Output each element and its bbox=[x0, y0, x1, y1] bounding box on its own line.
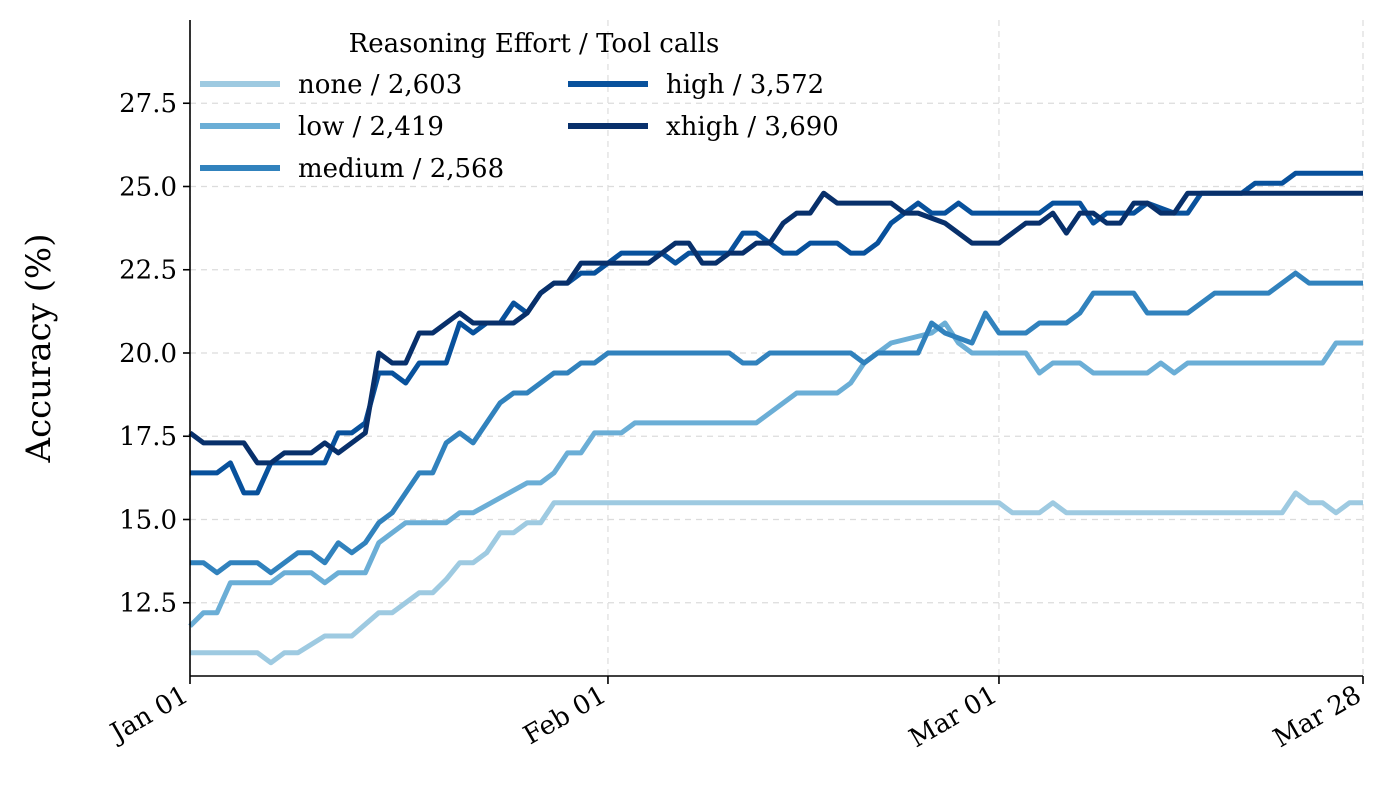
legend-entry: high / 3,572 bbox=[666, 70, 824, 100]
y-tick-label: 25.0 bbox=[119, 172, 177, 202]
series-line-none bbox=[190, 490, 1363, 666]
legend-title: Reasoning Effort / Tool calls bbox=[349, 29, 720, 59]
series-line-low bbox=[188, 320, 1363, 628]
y-axis-label: Accuracy (%) bbox=[19, 234, 59, 464]
legend: Reasoning Effort / Tool calls none / 2,6… bbox=[200, 29, 839, 184]
y-tick-label: 27.5 bbox=[119, 89, 177, 119]
y-tick-label: 15.0 bbox=[119, 505, 177, 535]
legend-entry: xhigh / 3,690 bbox=[666, 112, 839, 142]
y-tick-label: 20.0 bbox=[119, 339, 177, 369]
axes bbox=[189, 20, 1363, 677]
y-tick-label: 22.5 bbox=[119, 256, 177, 286]
legend-entry: medium / 2,568 bbox=[298, 154, 504, 184]
series-line-xhigh bbox=[188, 190, 1363, 466]
legend-entry: low / 2,419 bbox=[298, 112, 444, 142]
y-tick-label: 12.5 bbox=[119, 589, 177, 619]
legend-entry: none / 2,603 bbox=[298, 70, 462, 100]
series-line-high bbox=[190, 170, 1363, 496]
y-tick-label: 17.5 bbox=[119, 422, 177, 452]
series-lines bbox=[188, 170, 1363, 666]
series-line-medium bbox=[190, 270, 1363, 576]
